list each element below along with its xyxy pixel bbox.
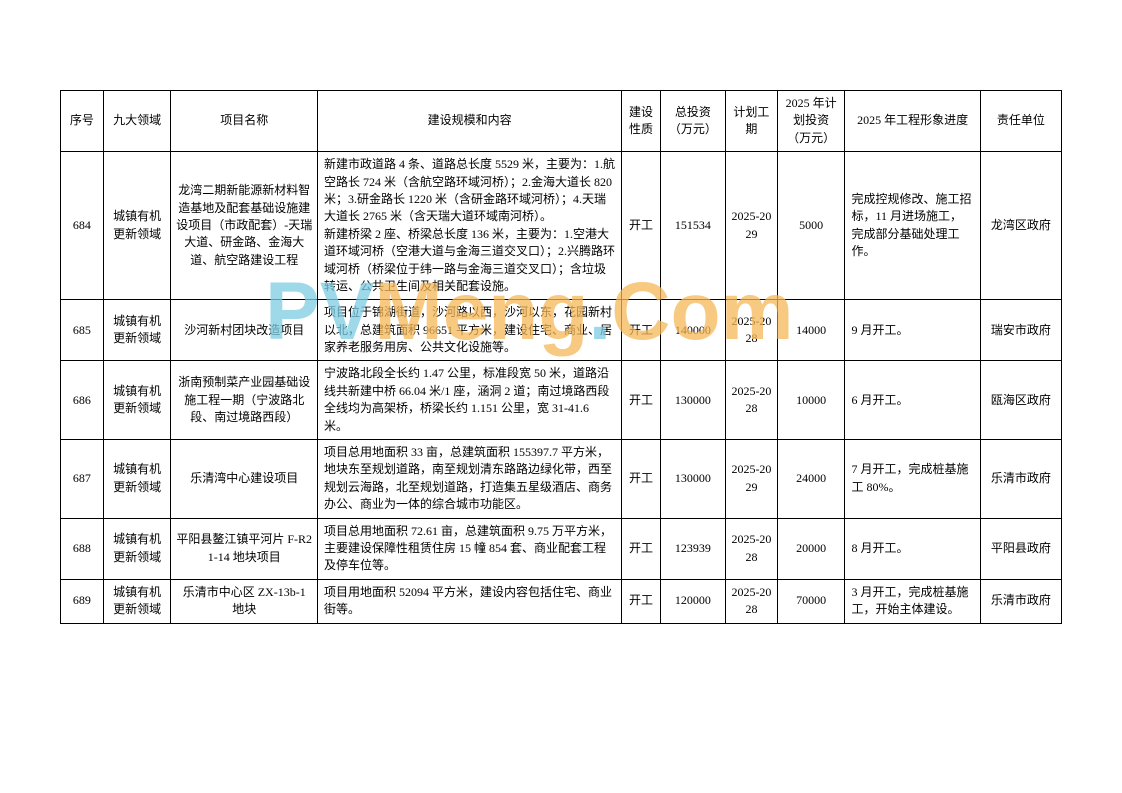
cell-invest: 130000 <box>660 361 725 440</box>
col-header-5: 总投资（万元） <box>660 91 725 152</box>
cell-content: 项目位于锦湖街道，沙河路以西，沙河以东，花园新村以北，总建筑面积 96651 平… <box>317 300 621 361</box>
cell-content: 项目总用地面积 33 亩，总建筑面积 155397.7 平方米，地块东至规划道路… <box>317 440 621 519</box>
cell-unit: 瑞安市政府 <box>980 300 1061 361</box>
cell-nature: 开工 <box>622 518 660 579</box>
cell-name: 平阳县鳌江镇平河片 F-R21-14 地块项目 <box>171 518 318 579</box>
cell-invest: 151534 <box>660 152 725 300</box>
cell-period: 2025-2028 <box>726 579 778 623</box>
cell-period: 2025-2028 <box>726 518 778 579</box>
col-header-2: 项目名称 <box>171 91 318 152</box>
cell-invest: 123939 <box>660 518 725 579</box>
table-row: 685城镇有机更新领域沙河新村团块改造项目项目位于锦湖街道，沙河路以西，沙河以东… <box>61 300 1062 361</box>
cell-plan2025: 5000 <box>777 152 845 300</box>
cell-progress: 完成控规修改、施工招标，11 月进场施工，完成部分基础处理工作。 <box>845 152 980 300</box>
cell-content: 项目用地面积 52094 平方米，建设内容包括住宅、商业街等。 <box>317 579 621 623</box>
cell-domain: 城镇有机更新领域 <box>103 152 171 300</box>
table-row: 684城镇有机更新领域龙湾二期新能源新材料智造基地及配套基础设施建设项目（市政配… <box>61 152 1062 300</box>
cell-domain: 城镇有机更新领域 <box>103 440 171 519</box>
col-header-8: 2025 年工程形象进度 <box>845 91 980 152</box>
cell-seq: 684 <box>61 152 104 300</box>
cell-nature: 开工 <box>622 300 660 361</box>
cell-domain: 城镇有机更新领域 <box>103 579 171 623</box>
cell-progress: 9 月开工。 <box>845 300 980 361</box>
cell-progress: 7 月开工，完成桩基施工 80%。 <box>845 440 980 519</box>
cell-name: 乐清市中心区 ZX-13b-1 地块 <box>171 579 318 623</box>
cell-plan2025: 14000 <box>777 300 845 361</box>
col-header-1: 九大领域 <box>103 91 171 152</box>
cell-nature: 开工 <box>622 152 660 300</box>
table-body: 684城镇有机更新领域龙湾二期新能源新材料智造基地及配套基础设施建设项目（市政配… <box>61 152 1062 623</box>
table-row: 688城镇有机更新领域平阳县鳌江镇平河片 F-R21-14 地块项目项目总用地面… <box>61 518 1062 579</box>
cell-progress: 3 月开工，完成桩基施工，开始主体建设。 <box>845 579 980 623</box>
table-row: 686城镇有机更新领域浙南预制菜产业园基础设施工程一期（宁波路北段、南过境路西段… <box>61 361 1062 440</box>
cell-name: 龙湾二期新能源新材料智造基地及配套基础设施建设项目（市政配套）-天瑞大道、研金路… <box>171 152 318 300</box>
cell-seq: 689 <box>61 579 104 623</box>
cell-nature: 开工 <box>622 361 660 440</box>
cell-progress: 8 月开工。 <box>845 518 980 579</box>
col-header-6: 计划工期 <box>726 91 778 152</box>
cell-domain: 城镇有机更新领域 <box>103 361 171 440</box>
cell-invest: 120000 <box>660 579 725 623</box>
cell-period: 2025-2029 <box>726 440 778 519</box>
table-header-row: 序号九大领域项目名称建设规模和内容建设性质总投资（万元）计划工期2025 年计划… <box>61 91 1062 152</box>
col-header-9: 责任单位 <box>980 91 1061 152</box>
cell-seq: 685 <box>61 300 104 361</box>
cell-period: 2025-2029 <box>726 152 778 300</box>
cell-invest: 130000 <box>660 440 725 519</box>
cell-unit: 瓯海区政府 <box>980 361 1061 440</box>
cell-content: 项目总用地面积 72.61 亩，总建筑面积 9.75 万平方米，主要建设保障性租… <box>317 518 621 579</box>
cell-seq: 687 <box>61 440 104 519</box>
cell-name: 沙河新村团块改造项目 <box>171 300 318 361</box>
cell-nature: 开工 <box>622 579 660 623</box>
cell-content: 宁波路北段全长约 1.47 公里，标准段宽 50 米，道路沿线共新建中桥 66.… <box>317 361 621 440</box>
cell-period: 2025-2028 <box>726 300 778 361</box>
cell-plan2025: 24000 <box>777 440 845 519</box>
cell-seq: 688 <box>61 518 104 579</box>
col-header-7: 2025 年计划投资（万元） <box>777 91 845 152</box>
cell-unit: 龙湾区政府 <box>980 152 1061 300</box>
col-header-4: 建设性质 <box>622 91 660 152</box>
cell-domain: 城镇有机更新领域 <box>103 518 171 579</box>
table-row: 687城镇有机更新领域乐清湾中心建设项目项目总用地面积 33 亩，总建筑面积 1… <box>61 440 1062 519</box>
cell-plan2025: 20000 <box>777 518 845 579</box>
project-table: 序号九大领域项目名称建设规模和内容建设性质总投资（万元）计划工期2025 年计划… <box>60 90 1062 624</box>
cell-nature: 开工 <box>622 440 660 519</box>
cell-content: 新建市政道路 4 条、道路总长度 5529 米，主要为：1.航空路长 724 米… <box>317 152 621 300</box>
cell-seq: 686 <box>61 361 104 440</box>
cell-progress: 6 月开工。 <box>845 361 980 440</box>
cell-unit: 乐清市政府 <box>980 579 1061 623</box>
cell-name: 浙南预制菜产业园基础设施工程一期（宁波路北段、南过境路西段） <box>171 361 318 440</box>
cell-domain: 城镇有机更新领域 <box>103 300 171 361</box>
col-header-0: 序号 <box>61 91 104 152</box>
table-row: 689城镇有机更新领域乐清市中心区 ZX-13b-1 地块项目用地面积 5209… <box>61 579 1062 623</box>
cell-name: 乐清湾中心建设项目 <box>171 440 318 519</box>
cell-unit: 平阳县政府 <box>980 518 1061 579</box>
cell-period: 2025-2028 <box>726 361 778 440</box>
cell-plan2025: 70000 <box>777 579 845 623</box>
cell-invest: 140000 <box>660 300 725 361</box>
cell-plan2025: 10000 <box>777 361 845 440</box>
cell-unit: 乐清市政府 <box>980 440 1061 519</box>
col-header-3: 建设规模和内容 <box>317 91 621 152</box>
